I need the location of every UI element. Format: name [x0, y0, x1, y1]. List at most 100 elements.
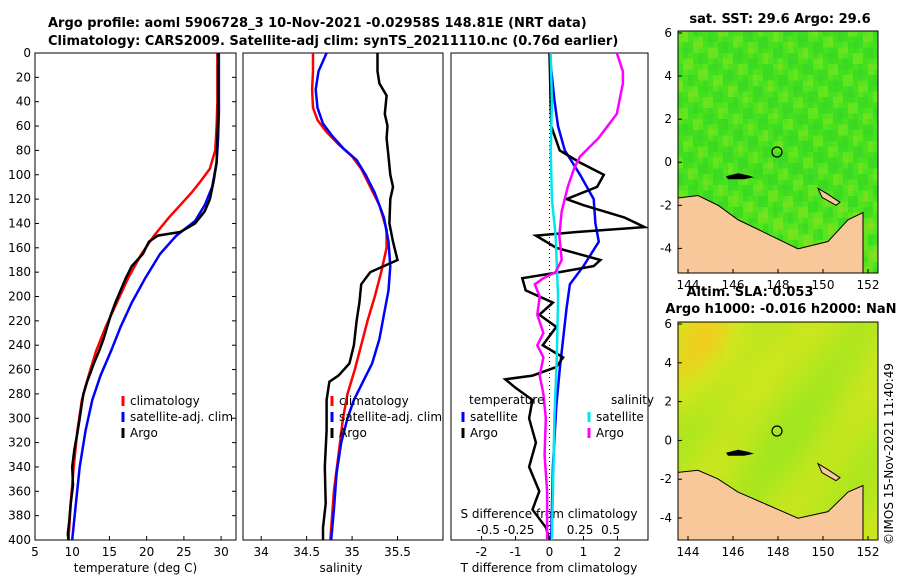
map-cell — [803, 366, 809, 373]
map-cell — [683, 396, 689, 402]
map-cell — [728, 346, 734, 353]
map-cell — [723, 436, 729, 442]
map-cell — [743, 69, 749, 76]
map-cell — [853, 58, 859, 65]
map-cell — [813, 201, 819, 208]
map-cell — [678, 341, 684, 348]
map-cell — [803, 416, 809, 422]
map-cell — [703, 391, 709, 397]
map-cell — [793, 381, 799, 388]
map-cell — [833, 426, 839, 432]
map-cell — [853, 480, 859, 487]
map-cell — [823, 86, 829, 93]
map-cell — [773, 436, 779, 442]
map-cell — [753, 58, 759, 65]
map-cell — [703, 356, 709, 363]
map-cell — [863, 69, 869, 76]
map-cell — [848, 152, 854, 159]
map-cell — [718, 86, 724, 93]
map-cell — [748, 421, 754, 427]
map-cell — [728, 97, 734, 104]
map-cell — [738, 53, 744, 60]
map-cell — [843, 168, 849, 175]
map-cell — [868, 406, 874, 412]
map-cell — [838, 431, 844, 437]
map-cell — [733, 201, 739, 208]
map-cell — [678, 141, 684, 148]
map-cell — [738, 75, 744, 82]
map-cell — [858, 396, 864, 402]
map-cell — [743, 322, 749, 328]
map-cell — [768, 168, 774, 175]
map-cell — [718, 47, 724, 54]
map-cell — [788, 207, 794, 214]
map-cell — [788, 240, 794, 247]
map-cell — [718, 64, 724, 71]
map-cell — [873, 262, 878, 269]
map-cell — [828, 108, 834, 115]
map-cell — [718, 69, 724, 76]
map-cell — [813, 371, 819, 378]
map-cell — [683, 80, 689, 87]
map-cell — [743, 356, 749, 363]
map-cell — [688, 411, 694, 417]
map-cell — [798, 371, 804, 378]
map-cell — [708, 80, 714, 87]
map-cell — [838, 391, 844, 397]
map-cell — [773, 485, 779, 492]
map-cell — [803, 179, 809, 186]
map-cell — [773, 366, 779, 373]
map-cell — [723, 416, 729, 422]
map-cell — [858, 366, 864, 373]
map-cell — [873, 376, 878, 383]
map-cell — [683, 102, 689, 109]
map-cell — [838, 58, 844, 65]
map-cell — [678, 53, 684, 60]
map-cell — [818, 351, 824, 358]
map-cell — [773, 185, 779, 192]
map-cell — [683, 327, 689, 333]
map-cell — [778, 366, 784, 373]
map-cell — [728, 327, 734, 333]
map-cell — [783, 445, 789, 452]
map-cell — [678, 31, 684, 38]
map-cell — [808, 223, 814, 230]
map-cell — [718, 113, 724, 120]
map-cell — [848, 163, 854, 170]
map-cell — [783, 426, 789, 432]
map-cell — [853, 119, 859, 126]
map-cell — [863, 157, 869, 164]
map-cell — [828, 58, 834, 65]
map-cell — [713, 361, 719, 368]
map-cell — [763, 108, 769, 115]
map-cell — [778, 42, 784, 49]
map-cell — [723, 97, 729, 104]
map-cell — [713, 113, 719, 120]
map-cell — [728, 163, 734, 170]
map-cell — [788, 64, 794, 71]
map-cell — [698, 86, 704, 93]
map-cell — [868, 376, 874, 383]
map-cell — [738, 190, 744, 197]
map-cell — [873, 416, 878, 422]
map-cell — [843, 91, 849, 98]
map-cell — [723, 440, 729, 447]
map-cell — [823, 406, 829, 412]
map-cell — [693, 465, 699, 472]
map-cell — [708, 168, 714, 175]
map-cell — [778, 381, 784, 388]
map-cell — [848, 327, 854, 333]
map-cell — [868, 251, 874, 258]
map-cell — [778, 113, 784, 120]
map-cell — [758, 490, 764, 497]
map-cell — [768, 465, 774, 472]
map-cell — [843, 31, 849, 38]
map-cell — [823, 386, 829, 392]
map-cell — [763, 455, 769, 462]
map-cell — [843, 179, 849, 186]
map-cell — [813, 351, 819, 358]
axes-box — [450, 52, 649, 541]
map-cell — [743, 416, 749, 422]
map-cell — [748, 401, 754, 407]
map-cell — [703, 141, 709, 148]
